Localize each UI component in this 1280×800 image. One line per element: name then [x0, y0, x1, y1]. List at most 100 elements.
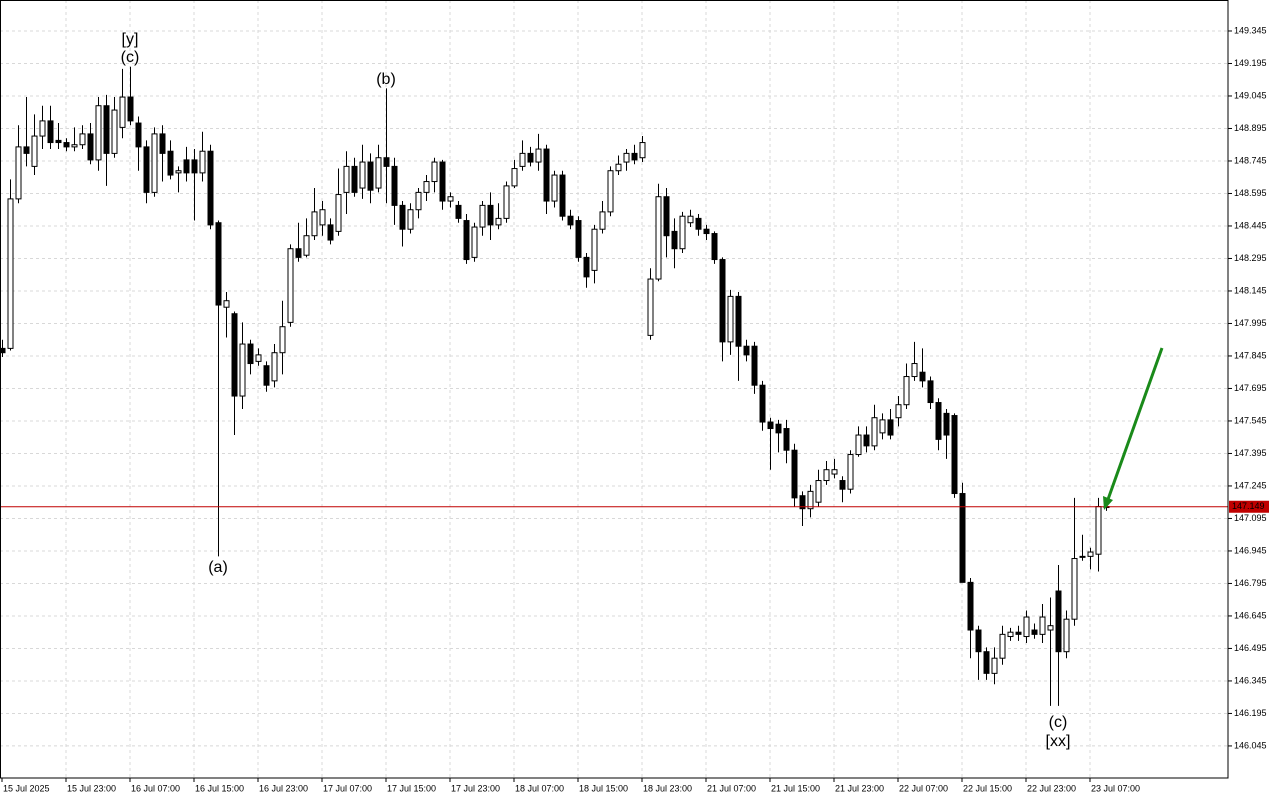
- candle-body: [135, 122, 142, 148]
- candle-body: [119, 96, 126, 128]
- y-tick-label: 148.745: [1234, 155, 1267, 165]
- x-tick-label: 17 Jul 07:00: [323, 783, 372, 793]
- candle-body: [775, 423, 782, 434]
- candle-body: [39, 120, 46, 137]
- candle-body: [639, 142, 646, 159]
- candle-body: [503, 185, 510, 219]
- candle-body: [383, 157, 390, 167]
- candle-body: [663, 196, 670, 237]
- wave-label: (a): [208, 559, 228, 576]
- candle-body: [599, 211, 606, 230]
- candle-body: [23, 146, 30, 154]
- wave-label: (c): [121, 49, 140, 66]
- candle-body: [255, 354, 262, 362]
- y-tick-label: 147.995: [1234, 318, 1267, 328]
- candle-body: [127, 96, 134, 122]
- candle-body: [687, 215, 694, 224]
- x-tick-label: 15 Jul 2025: [3, 783, 50, 793]
- candle-body: [583, 256, 590, 278]
- candle-body: [535, 148, 542, 163]
- candle-body: [143, 146, 150, 193]
- candle-body: [711, 233, 718, 261]
- y-tick-label: 149.045: [1234, 90, 1267, 100]
- candle-body: [223, 300, 230, 308]
- candle-body: [311, 211, 318, 237]
- candle-body: [351, 165, 358, 193]
- candle-body: [727, 295, 734, 343]
- price-label-box: [1229, 500, 1269, 513]
- y-tick-label: 146.795: [1234, 578, 1267, 588]
- candle-body: [751, 345, 758, 386]
- candle-body: [703, 228, 710, 235]
- candle-body: [959, 493, 966, 583]
- candle-body: [783, 428, 790, 451]
- candle-body: [911, 363, 918, 378]
- x-tick-label: 18 Jul 15:00: [579, 783, 628, 793]
- x-tick-label: 16 Jul 23:00: [259, 783, 308, 793]
- candle-body: [543, 148, 550, 202]
- candle-body: [951, 415, 958, 495]
- y-tick-label: 146.195: [1234, 708, 1267, 718]
- candle-body: [183, 159, 190, 174]
- candle-body: [279, 326, 286, 354]
- candle-body: [295, 248, 302, 258]
- y-tick-label: 148.445: [1234, 220, 1267, 230]
- plot-frame: [0, 0, 1229, 779]
- candle-body: [1023, 616, 1030, 638]
- x-tick-label: 21 Jul 23:00: [835, 783, 884, 793]
- candle-body: [719, 259, 726, 343]
- candle-body: [791, 449, 798, 499]
- candle-body: [903, 376, 910, 406]
- candle-body: [159, 133, 166, 154]
- candle-body: [927, 380, 934, 404]
- candle-body: [367, 161, 374, 191]
- y-tick-label: 148.295: [1234, 253, 1267, 263]
- candle-body: [1039, 616, 1046, 635]
- candle-body: [647, 278, 654, 336]
- candle-body: [0, 347, 6, 354]
- candle-body: [343, 165, 350, 193]
- candle-body: [439, 161, 446, 202]
- y-tick-label: 148.595: [1234, 188, 1267, 198]
- arrow-head: [1103, 496, 1113, 510]
- candle-body: [1071, 558, 1078, 620]
- candle-body: [815, 480, 822, 503]
- candle-body: [447, 196, 454, 202]
- x-tick-label: 16 Jul 15:00: [195, 783, 244, 793]
- candle-body: [231, 313, 238, 397]
- x-tick-label: 18 Jul 07:00: [515, 783, 564, 793]
- candle-body: [87, 133, 94, 161]
- candle-body: [71, 144, 78, 148]
- y-tick-label: 148.895: [1234, 123, 1267, 133]
- candle-body: [79, 133, 86, 146]
- grid: [0, 0, 1228, 778]
- candle-body: [847, 454, 854, 490]
- candle-body: [631, 152, 638, 161]
- candle-body: [943, 412, 950, 436]
- candle-body: [1079, 555, 1086, 558]
- candle-body: [303, 235, 310, 256]
- candle-body: [591, 228, 598, 271]
- y-tick-label: 146.645: [1234, 610, 1267, 620]
- candle-body: [887, 419, 894, 436]
- y-tick-label: 147.395: [1234, 448, 1267, 458]
- y-tick-label: 147.545: [1234, 415, 1267, 425]
- candle-body: [511, 168, 518, 187]
- candle-body: [407, 209, 414, 230]
- candle-body: [335, 194, 342, 232]
- y-tick-label: 147.695: [1234, 383, 1267, 393]
- candle-body: [607, 170, 614, 213]
- candle-body: [1007, 631, 1014, 638]
- price-label: 147.149: [1232, 501, 1265, 511]
- candle-body: [247, 343, 254, 365]
- candle-body: [655, 196, 662, 280]
- candle-body: [695, 217, 702, 230]
- x-tick-label: 23 Jul 07:00: [1091, 783, 1140, 793]
- x-tick-label: 21 Jul 07:00: [707, 783, 756, 793]
- candle-body: [463, 220, 470, 261]
- x-tick-label: 17 Jul 23:00: [451, 783, 500, 793]
- x-tick-label: 17 Jul 15:00: [387, 783, 436, 793]
- candle-body: [495, 217, 502, 226]
- candle-body: [759, 384, 766, 423]
